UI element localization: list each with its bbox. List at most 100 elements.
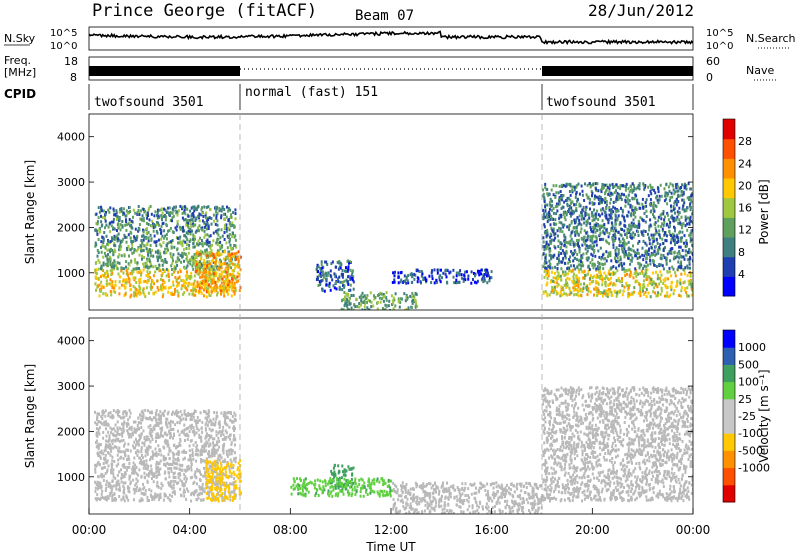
power-cell-7 <box>545 283 548 287</box>
power-cell-8 <box>664 246 666 250</box>
velocity-cell-0 <box>213 498 216 502</box>
power-cell-2 <box>158 223 160 227</box>
power-cell-8 <box>560 267 563 271</box>
power-cell-7 <box>546 276 549 280</box>
power-cell-3 <box>195 284 197 288</box>
power-cell-2 <box>231 221 234 225</box>
power-cell-2 <box>181 212 184 215</box>
power-cell-7 <box>667 277 670 281</box>
power-cell-0 <box>103 272 106 275</box>
power-cell-8 <box>678 245 681 249</box>
velocity-cell-0 <box>109 492 112 495</box>
power-cell-8 <box>673 250 676 254</box>
power-cell-2 <box>132 240 134 244</box>
power-cell-5 <box>391 299 394 303</box>
power-cell-4 <box>329 288 332 292</box>
power-cell-1 <box>141 241 144 245</box>
power-cell-8 <box>592 230 595 234</box>
velocity-cell-0 <box>196 421 199 425</box>
power-cell-8 <box>574 250 577 254</box>
velocity-cell-0 <box>224 422 227 426</box>
power-cell-5 <box>358 302 361 305</box>
velocity-cell-0 <box>151 438 154 441</box>
power-cell-2 <box>179 204 182 208</box>
power-cell-0 <box>149 270 151 274</box>
velocity-cell-0 <box>191 451 194 455</box>
power-cell-8 <box>623 219 626 223</box>
power-cell-8 <box>542 194 545 198</box>
velocity-cell-0 <box>124 451 126 455</box>
power-cell-2 <box>198 224 201 228</box>
velocity-cell-0 <box>108 481 111 485</box>
power-cell-7 <box>680 272 683 276</box>
power-cell-1 <box>96 249 99 252</box>
power-cell-5 <box>374 296 377 299</box>
power-cell-8 <box>569 206 572 210</box>
power-cell-2 <box>150 237 153 241</box>
power-cell-3 <box>212 258 215 262</box>
power-cell-8 <box>689 266 691 270</box>
power-cell-8 <box>575 231 578 235</box>
power-cell-8 <box>654 264 657 267</box>
power-cell-2 <box>169 240 172 244</box>
power-cell-1 <box>118 261 121 265</box>
power-cell-1 <box>109 255 111 259</box>
power-cell-7 <box>690 282 693 286</box>
power-cell-5 <box>345 304 348 308</box>
power-cell-8 <box>621 228 623 231</box>
velocity-cell-0 <box>183 477 186 481</box>
velocity-cell-0 <box>117 410 120 414</box>
power-cell-8 <box>559 190 562 193</box>
power-cell-5 <box>343 291 346 294</box>
power-cell-8 <box>591 202 594 206</box>
velocity-cell-0 <box>196 493 199 497</box>
power-cell-1 <box>152 254 155 258</box>
power-cell-2 <box>224 212 227 216</box>
velocity-cell-0 <box>233 458 236 462</box>
velocity-cell-0 <box>196 416 199 419</box>
power-cell-0 <box>99 288 102 292</box>
power-cell-5 <box>382 299 385 303</box>
power-cell-8 <box>582 206 585 209</box>
velocity-cell-0 <box>218 445 221 449</box>
power-cell-1 <box>114 250 117 253</box>
power-cell-0 <box>177 276 180 280</box>
power-cell-1 <box>102 261 105 265</box>
power-cell-6 <box>404 279 406 283</box>
power-cell-2 <box>108 210 111 214</box>
power-cell-2 <box>208 234 211 238</box>
velocity-cell-0 <box>128 465 131 469</box>
power-cell-8 <box>659 243 662 247</box>
velocity-cell-0 <box>172 420 174 424</box>
power-cell-7 <box>572 286 575 290</box>
power-cell-1 <box>198 251 201 255</box>
power-cell-5 <box>403 292 406 296</box>
power-cell-2 <box>186 219 189 223</box>
power-cell-3 <box>231 274 234 278</box>
power-cell-6 <box>460 273 463 277</box>
power-cell-0 <box>161 282 164 286</box>
power-cell-8 <box>689 208 692 212</box>
power-cell-8 <box>647 252 650 256</box>
power-cell-2 <box>133 236 136 240</box>
power-cell-8 <box>555 202 558 206</box>
power-cell-7 <box>627 268 630 272</box>
power-cell-8 <box>639 216 642 220</box>
power-cell-8 <box>591 237 594 241</box>
power-cell-2 <box>147 214 149 217</box>
power-cell-8 <box>690 230 693 234</box>
power-cell-7 <box>647 291 650 295</box>
power-cell-7 <box>601 277 604 281</box>
power-cell-7 <box>622 289 625 293</box>
velocity-cell-0 <box>206 423 209 427</box>
power-cell-1 <box>202 241 205 245</box>
power-cell-8 <box>568 190 571 193</box>
velocity-cell-0 <box>142 482 144 486</box>
power-cell-7 <box>545 273 548 277</box>
power-cell-1 <box>204 249 207 253</box>
power-cell-1 <box>131 246 134 250</box>
power-cell-6 <box>455 271 458 275</box>
power-cell-1 <box>162 260 165 264</box>
velocity-cell-0 <box>132 478 135 482</box>
velocity-cell-0 <box>195 421 198 425</box>
